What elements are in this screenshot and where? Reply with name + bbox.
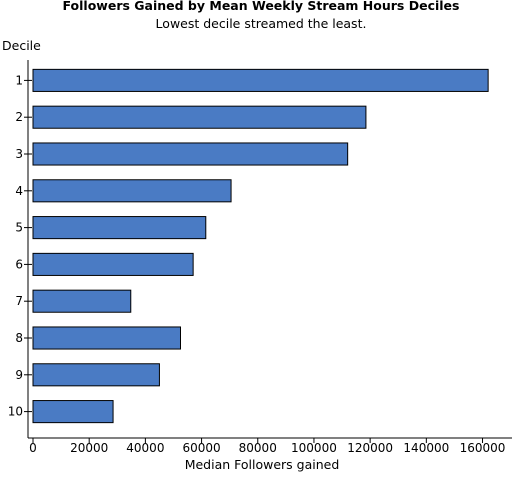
bar-decile-10 [32,400,114,424]
x-tick-label: 140000 [403,441,449,455]
x-axis-label: Median Followers gained [185,457,340,472]
y-tick-label: 5 [15,221,23,235]
x-tick-label: 60000 [182,441,220,455]
x-tick-label: 20000 [70,441,108,455]
x-tick-label: 160000 [460,441,506,455]
bar-decile-7 [32,289,132,313]
y-tick-label: 3 [15,147,23,161]
x-tick-label: 80000 [239,441,277,455]
chart-subtitle: Lowest decile streamed the least. [156,16,367,31]
x-tick-label: 40000 [126,441,164,455]
y-tick-label: 4 [15,184,23,198]
bar-decile-4 [32,179,232,203]
chart-title: Followers Gained by Mean Weekly Stream H… [63,0,460,13]
y-tick-label: 9 [15,368,23,382]
x-tick-label: 120000 [347,441,393,455]
y-tick-label: 1 [15,73,23,87]
bar-decile-8 [32,326,181,350]
bar-decile-1 [32,68,489,92]
y-tick-label: 7 [15,294,23,308]
x-tick-label: 100000 [291,441,337,455]
y-tick-label: 10 [8,405,23,419]
y-tick-label: 6 [15,257,23,271]
bars-group [32,68,489,424]
bar-decile-5 [32,216,207,240]
x-axis-ticks: 0 20000 40000 60000 80000 100000 120000 140000 1… [29,438,505,455]
y-axis-label: Decile [2,38,41,53]
y-tick-label: 8 [15,331,23,345]
bar-decile-3 [32,142,349,166]
x-tick-label: 0 [29,441,37,455]
bar-decile-9 [32,363,160,387]
y-tick-label: 2 [15,110,23,124]
bar-decile-2 [32,105,367,129]
bar-decile-6 [32,252,194,276]
